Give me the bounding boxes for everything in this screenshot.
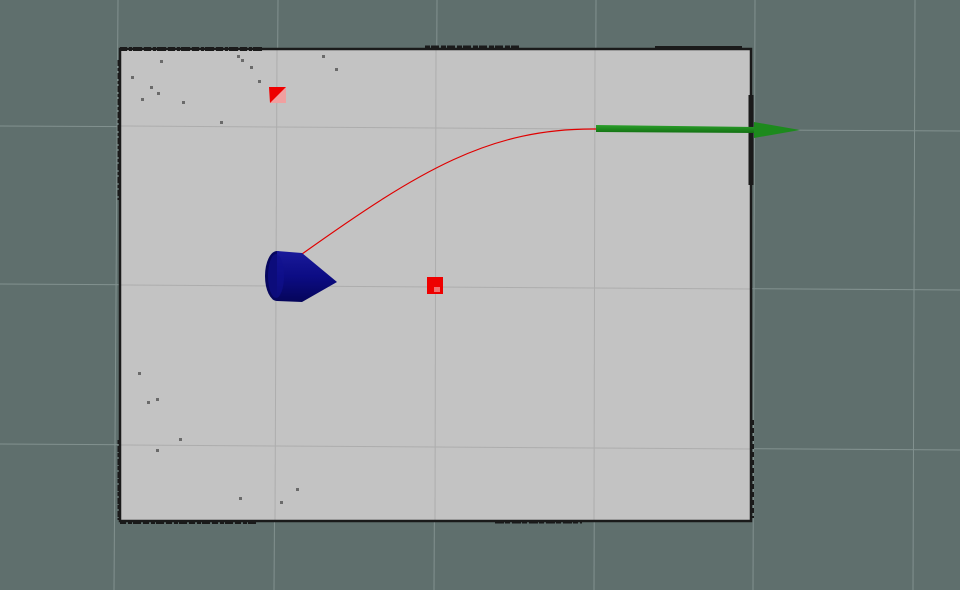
goal-arrow-icon[interactable] xyxy=(596,122,800,138)
marker-icon xyxy=(427,277,443,294)
planned-path xyxy=(301,128,597,255)
map-obstacle-points xyxy=(131,55,338,504)
robot-icon[interactable] xyxy=(265,251,337,302)
map-walls xyxy=(117,45,754,524)
marker-icon xyxy=(269,87,286,103)
